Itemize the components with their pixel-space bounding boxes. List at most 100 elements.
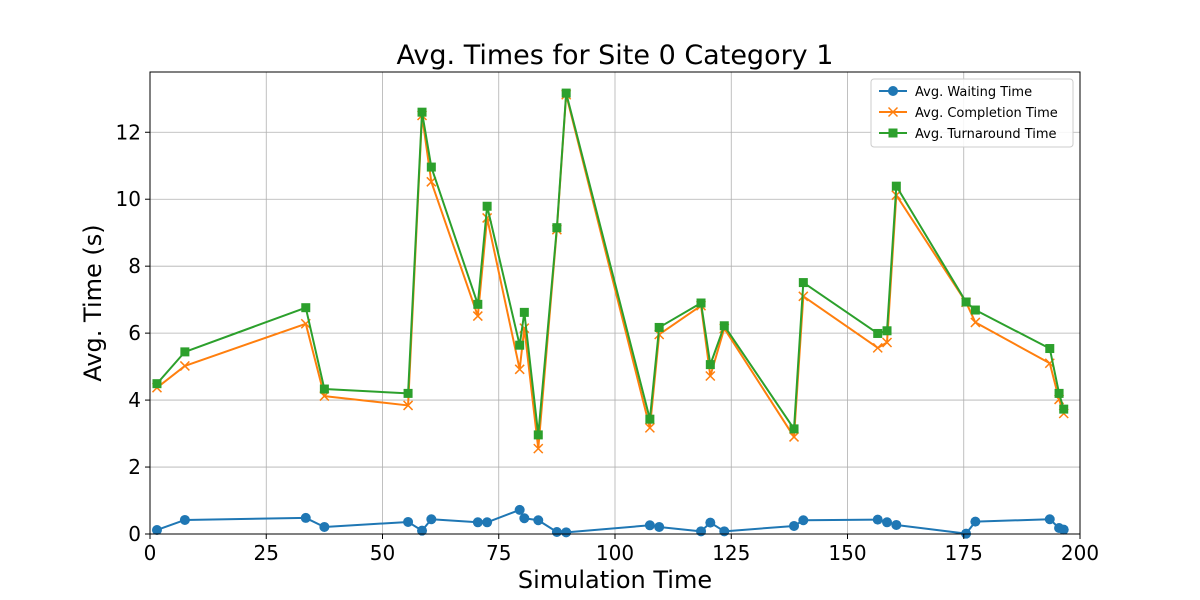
data-point: [319, 521, 330, 532]
data-point: [644, 520, 655, 531]
data-point: [519, 513, 530, 524]
y-tick-label: 4: [128, 388, 141, 412]
ticks: 0 25 50 75 100 125 150 175 200 0 2 4 6 8 10 12: [116, 120, 1100, 565]
data-point: [533, 515, 544, 526]
x-tick-label: 150: [828, 541, 866, 565]
data-point: [654, 322, 664, 332]
data-point: [561, 527, 572, 538]
data-point: [482, 201, 492, 211]
data-point: [891, 519, 902, 530]
x-tick-label: 25: [254, 541, 279, 565]
data-point: [788, 431, 800, 442]
data-point: [301, 303, 311, 313]
data-point: [514, 364, 525, 375]
data-point: [696, 298, 706, 308]
data-point: [798, 515, 809, 526]
data-point: [970, 516, 981, 527]
data-point: [514, 504, 525, 515]
legend-marker: [888, 128, 898, 138]
data-point: [696, 526, 707, 537]
data-point: [705, 517, 716, 528]
legend-item: Avg. Waiting Time: [879, 85, 1032, 100]
legend-label: Avg. Completion Time: [915, 106, 1058, 121]
data-point: [654, 521, 665, 532]
data-point: [300, 512, 311, 523]
x-tick-label: 50: [370, 541, 395, 565]
data-point: [1044, 514, 1055, 525]
x-tick-label: 125: [712, 541, 750, 565]
series-layer: [151, 88, 1069, 539]
legend-item: Avg. Completion Time: [879, 106, 1058, 121]
y-tick-label: 12: [116, 120, 141, 144]
data-point: [403, 516, 414, 527]
data-point: [552, 223, 562, 233]
data-point: [426, 162, 436, 172]
x-tick-label: 75: [486, 541, 511, 565]
data-point: [719, 321, 729, 331]
x-axis-label: Simulation Time: [518, 566, 712, 594]
data-point: [426, 514, 437, 525]
data-point: [152, 379, 162, 389]
data-point: [179, 514, 190, 525]
data-point: [533, 430, 543, 440]
data-point: [561, 88, 571, 98]
chart-title: Avg. Times for Site 0 Category 1: [397, 40, 834, 71]
data-point: [1054, 388, 1064, 398]
data-point: [1045, 344, 1055, 354]
data-point: [970, 305, 980, 315]
y-tick-label: 8: [128, 254, 141, 278]
y-tick-label: 10: [116, 187, 141, 211]
legend-item: Avg. Turnaround Time: [879, 127, 1057, 142]
data-point: [180, 347, 190, 357]
data-point: [719, 526, 730, 537]
data-point: [473, 299, 483, 309]
x-tick-label: 0: [144, 541, 157, 565]
data-point: [551, 526, 562, 537]
legend-box: [870, 78, 1074, 148]
legend: Avg. Waiting Time Avg. Completion Time Avg…: [870, 78, 1074, 148]
x-tick-label: 100: [596, 541, 634, 565]
data-point: [872, 342, 883, 353]
data-point: [705, 370, 716, 382]
data-point: [705, 360, 715, 370]
y-tick-label: 2: [128, 455, 141, 479]
legend-marker: [887, 106, 899, 118]
data-point: [319, 384, 329, 394]
data-point: [891, 181, 901, 191]
series-3: [152, 88, 1069, 440]
data-point: [881, 337, 893, 348]
data-point: [882, 326, 892, 336]
data-point: [151, 524, 162, 535]
data-point: [417, 525, 428, 536]
data-point: [644, 422, 655, 433]
data-point: [533, 443, 544, 454]
data-point: [798, 278, 808, 288]
data-point: [403, 400, 414, 411]
y-axis-label: Avg. Time (s): [79, 224, 107, 381]
y-tick-label: 6: [128, 321, 141, 345]
data-point: [519, 307, 529, 317]
data-point: [472, 517, 483, 528]
data-point: [961, 297, 971, 307]
data-point: [872, 514, 883, 525]
legend-label: Avg. Waiting Time: [915, 85, 1032, 100]
data-point: [789, 520, 800, 531]
data-point: [482, 517, 493, 528]
data-point: [417, 107, 427, 117]
data-point: [515, 340, 525, 350]
data-point: [179, 360, 190, 371]
data-point: [1058, 524, 1069, 535]
data-point: [789, 424, 799, 434]
data-point: [873, 328, 883, 338]
x-tick-label: 200: [1061, 541, 1099, 565]
x-tick-label: 175: [945, 541, 983, 565]
data-point: [472, 311, 483, 322]
legend-marker: [888, 86, 898, 96]
data-point: [882, 517, 893, 528]
data-point: [403, 388, 413, 398]
legend-label: Avg. Turnaround Time: [915, 127, 1057, 142]
y-tick-label: 0: [128, 522, 141, 546]
data-point: [970, 317, 981, 328]
data-point: [1059, 404, 1069, 414]
